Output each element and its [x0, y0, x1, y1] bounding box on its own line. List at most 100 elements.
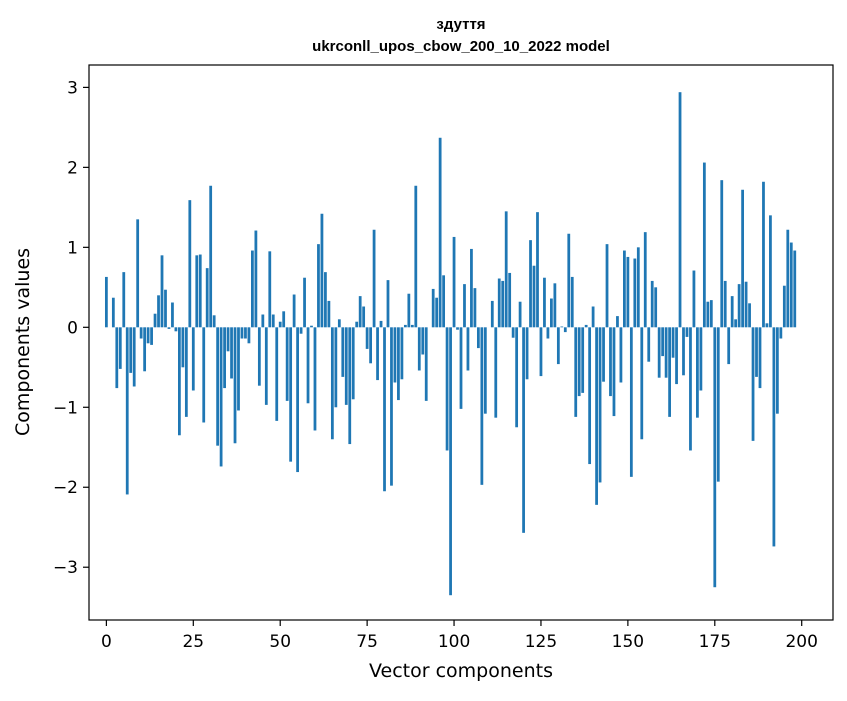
- bar-103: [463, 284, 466, 327]
- bar-12: [147, 327, 150, 343]
- x-tick-label: 150: [612, 632, 644, 652]
- bar-165: [679, 92, 682, 327]
- bar-140: [592, 307, 595, 328]
- bar-92: [425, 327, 428, 401]
- bar-69: [345, 327, 348, 405]
- bar-128: [550, 299, 553, 328]
- bar-67: [338, 319, 341, 327]
- bar-57: [303, 278, 306, 328]
- y-axis-label: Components values: [12, 248, 34, 436]
- bar-52: [286, 327, 289, 401]
- bar-40: [244, 327, 247, 338]
- bar-106: [474, 288, 477, 327]
- bar-42: [251, 251, 254, 328]
- bar-133: [567, 234, 570, 328]
- bar-150: [626, 257, 629, 327]
- bar-180: [731, 296, 734, 327]
- bar-145: [609, 327, 612, 396]
- bar-134: [571, 277, 574, 327]
- bar-82: [390, 327, 393, 485]
- bar-129: [553, 283, 556, 327]
- bar-6: [126, 327, 129, 494]
- bar-127: [547, 327, 550, 338]
- bar-34: [223, 327, 226, 388]
- bar-162: [668, 327, 671, 417]
- bar-4: [119, 327, 122, 369]
- bar-161: [665, 327, 668, 377]
- bar-62: [321, 214, 324, 328]
- bars-group: [105, 92, 796, 595]
- bar-25: [192, 327, 195, 390]
- bar-46: [265, 327, 268, 405]
- bar-81: [387, 280, 390, 327]
- bar-17: [164, 290, 167, 328]
- y-tick-label: 3: [67, 78, 78, 98]
- x-tick-label: 175: [699, 632, 731, 652]
- bar-63: [324, 272, 327, 327]
- bar-100: [453, 237, 456, 327]
- bar-18: [168, 327, 171, 329]
- chart-title-line1: здуття: [436, 16, 485, 33]
- bar-85: [401, 327, 404, 379]
- bar-51: [282, 311, 285, 327]
- bar-159: [658, 327, 661, 377]
- bar-99: [449, 327, 452, 595]
- bar-8: [133, 327, 136, 386]
- y-tick-label: −3: [53, 558, 78, 578]
- bar-131: [560, 327, 563, 328]
- bar-29: [206, 268, 209, 327]
- bar-89: [414, 186, 417, 328]
- bar-2: [112, 298, 115, 328]
- bar-65: [331, 327, 334, 439]
- bar-164: [675, 327, 678, 384]
- bar-24: [188, 200, 191, 327]
- bar-88: [411, 325, 414, 327]
- bar-155: [644, 232, 647, 327]
- bar-154: [640, 327, 643, 439]
- bar-124: [536, 212, 539, 327]
- bar-170: [696, 327, 699, 417]
- bar-32: [216, 327, 219, 445]
- x-tick-label: 25: [182, 632, 204, 652]
- bar-58: [307, 327, 310, 403]
- bar-166: [682, 327, 685, 375]
- bar-175: [713, 327, 716, 587]
- bar-135: [574, 327, 577, 417]
- bar-198: [793, 251, 796, 328]
- x-tick-label: 200: [785, 632, 817, 652]
- bar-168: [689, 327, 692, 450]
- bar-87: [407, 294, 410, 328]
- bar-75: [366, 327, 369, 349]
- bar-56: [300, 327, 303, 333]
- bar-98: [446, 327, 449, 450]
- bar-184: [745, 282, 748, 328]
- bar-84: [397, 327, 400, 400]
- bar-190: [766, 323, 769, 327]
- bar-123: [533, 266, 536, 328]
- bar-15: [157, 295, 160, 327]
- bar-113: [498, 279, 501, 328]
- bar-185: [748, 303, 751, 327]
- bar-181: [734, 319, 737, 327]
- bar-55: [296, 327, 299, 472]
- x-tick-label: 125: [525, 632, 557, 652]
- bar-43: [254, 231, 257, 328]
- bar-10: [140, 327, 143, 338]
- bar-156: [647, 327, 650, 361]
- bar-141: [595, 327, 598, 505]
- bar-118: [515, 327, 518, 427]
- bar-195: [783, 286, 786, 328]
- bar-21: [178, 327, 181, 435]
- bar-196: [786, 230, 789, 328]
- bar-31: [213, 315, 216, 327]
- bar-45: [261, 315, 264, 328]
- bar-151: [630, 327, 633, 477]
- bar-169: [693, 271, 696, 328]
- bar-178: [724, 281, 727, 327]
- bar-139: [588, 327, 591, 464]
- bar-95: [435, 298, 438, 328]
- bar-76: [369, 327, 372, 363]
- bar-172: [703, 163, 706, 328]
- chart-title-line2: ukrconll_upos_cbow_200_10_2022 model: [312, 38, 610, 55]
